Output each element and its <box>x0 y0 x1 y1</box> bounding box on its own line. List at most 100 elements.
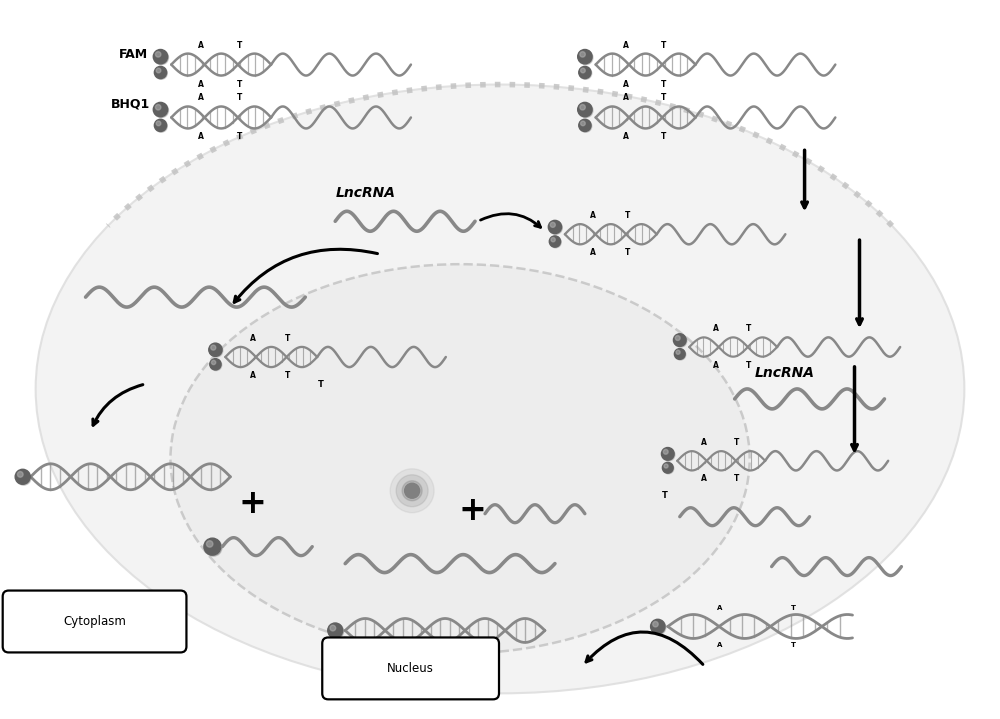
Circle shape <box>206 541 213 547</box>
Circle shape <box>211 360 216 365</box>
Circle shape <box>405 483 420 498</box>
Text: Nucleus: Nucleus <box>387 662 434 675</box>
Circle shape <box>210 344 223 357</box>
Circle shape <box>663 449 668 454</box>
Text: A: A <box>198 80 204 88</box>
Text: T: T <box>661 93 666 103</box>
Text: T: T <box>236 40 242 50</box>
Text: FAM: FAM <box>119 47 148 60</box>
Text: A: A <box>198 40 204 50</box>
Ellipse shape <box>36 85 964 693</box>
Circle shape <box>17 472 23 477</box>
Circle shape <box>578 50 592 64</box>
Circle shape <box>156 121 161 126</box>
Circle shape <box>581 68 585 73</box>
Text: A: A <box>717 605 722 610</box>
Text: A: A <box>250 334 256 343</box>
Circle shape <box>16 470 31 485</box>
Circle shape <box>662 462 673 473</box>
Circle shape <box>330 626 336 631</box>
Text: T: T <box>661 132 666 142</box>
Text: A: A <box>713 324 719 334</box>
Circle shape <box>154 50 169 65</box>
Circle shape <box>155 67 167 79</box>
Circle shape <box>663 463 674 474</box>
Circle shape <box>155 120 167 132</box>
Circle shape <box>579 50 593 65</box>
Circle shape <box>580 67 592 79</box>
Circle shape <box>210 359 221 370</box>
Circle shape <box>581 121 585 126</box>
Text: T: T <box>746 361 752 370</box>
Circle shape <box>579 104 593 118</box>
Circle shape <box>155 104 161 110</box>
Text: T: T <box>285 334 290 343</box>
Circle shape <box>549 221 562 234</box>
Circle shape <box>205 539 222 556</box>
Text: T: T <box>791 605 796 610</box>
Text: T: T <box>625 211 630 220</box>
Circle shape <box>674 349 685 360</box>
Circle shape <box>204 538 221 555</box>
Circle shape <box>551 237 555 242</box>
Circle shape <box>15 470 30 485</box>
Circle shape <box>651 619 665 633</box>
Text: T: T <box>662 491 668 500</box>
Circle shape <box>549 236 561 247</box>
Text: LncRNA: LncRNA <box>755 366 815 380</box>
Circle shape <box>155 52 161 57</box>
Circle shape <box>153 50 168 64</box>
Circle shape <box>580 104 585 110</box>
Circle shape <box>550 222 555 227</box>
Circle shape <box>675 336 680 341</box>
Text: A: A <box>623 93 629 103</box>
Circle shape <box>390 469 434 513</box>
Circle shape <box>154 119 167 132</box>
Circle shape <box>154 104 169 118</box>
Text: T: T <box>236 132 242 142</box>
Text: T: T <box>236 93 242 103</box>
Text: Cytoplasm: Cytoplasm <box>63 615 126 628</box>
Text: A: A <box>198 132 204 142</box>
Circle shape <box>661 447 674 460</box>
Circle shape <box>579 66 591 78</box>
Circle shape <box>580 120 592 132</box>
Text: A: A <box>250 371 256 380</box>
Text: T: T <box>661 80 666 88</box>
Text: A: A <box>717 643 722 649</box>
Text: +: + <box>458 494 486 527</box>
Text: A: A <box>701 438 707 447</box>
Circle shape <box>653 621 658 627</box>
Circle shape <box>210 360 222 370</box>
Text: A: A <box>198 93 204 103</box>
Text: A: A <box>701 475 707 483</box>
Text: +: + <box>238 487 266 521</box>
FancyBboxPatch shape <box>322 638 499 700</box>
Text: A: A <box>589 211 595 220</box>
Circle shape <box>396 475 428 507</box>
Ellipse shape <box>170 264 750 654</box>
Text: A: A <box>623 80 629 88</box>
Circle shape <box>580 52 585 57</box>
Circle shape <box>578 102 592 116</box>
Circle shape <box>211 345 216 350</box>
Text: T: T <box>625 248 630 257</box>
Text: T: T <box>734 475 740 483</box>
Circle shape <box>674 334 687 347</box>
Text: T: T <box>285 371 290 380</box>
Circle shape <box>328 623 343 638</box>
Text: A: A <box>713 361 719 370</box>
Circle shape <box>209 343 222 357</box>
Text: T: T <box>661 40 666 50</box>
Circle shape <box>402 481 422 500</box>
Circle shape <box>673 334 686 347</box>
Circle shape <box>153 102 168 116</box>
Circle shape <box>550 237 561 248</box>
Text: T: T <box>746 324 752 334</box>
Text: A: A <box>589 248 595 257</box>
Circle shape <box>676 350 680 354</box>
Circle shape <box>664 464 668 468</box>
Circle shape <box>548 220 562 234</box>
Text: A: A <box>623 132 629 142</box>
Circle shape <box>329 624 344 639</box>
